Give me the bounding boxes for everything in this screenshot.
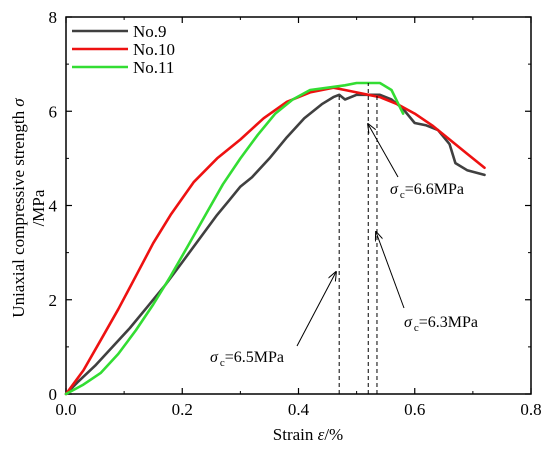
x-tick-label: 0.4 <box>288 400 310 419</box>
series-line-no9 <box>64 93 486 396</box>
annotations: σ c=6.5MPa σ c=6.6MPa σ c=6.3MPa <box>210 124 478 369</box>
series-layer <box>64 81 486 396</box>
y-tick-label: 0 <box>49 385 58 404</box>
x-tick-label: 0.0 <box>55 400 76 419</box>
legend-label: No.11 <box>133 58 174 77</box>
legend-label: No.10 <box>133 40 175 59</box>
y-tick-label: 2 <box>49 291 58 310</box>
y-tick-label: 6 <box>49 102 58 121</box>
annotation-label: σ c=6.6MPa <box>390 181 464 201</box>
x-axis-label: Strain ε/% <box>273 425 343 444</box>
y-axis-label-line2: /MPa <box>29 189 48 226</box>
series-line-no11 <box>64 81 405 396</box>
x-tick-label: 0.6 <box>404 400 425 419</box>
axes-frame: 0.0 0.2 0.4 0.6 0.8 0 2 4 6 8 <box>49 8 542 419</box>
x-tick-label: 0.2 <box>172 400 193 419</box>
annotation-arrow <box>376 232 405 309</box>
y-axis-label-line1: Uniaxial compressive strength σ <box>9 98 28 318</box>
annotation-arrow <box>368 124 399 178</box>
annotation-arrow <box>296 272 336 347</box>
x-tick-label: 0.8 <box>520 400 541 419</box>
annotation-label: σ c=6.3MPa <box>404 314 478 334</box>
y-tick-label: 4 <box>49 197 58 216</box>
y-tick-label: 8 <box>49 8 58 27</box>
annotation-label: σ c=6.5MPa <box>210 349 284 369</box>
legend-label: No.9 <box>133 22 167 41</box>
peak-markers <box>338 82 378 394</box>
